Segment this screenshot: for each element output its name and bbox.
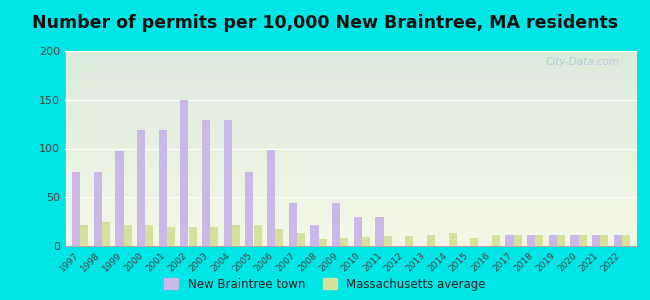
Bar	[427, 235, 435, 246]
Bar	[470, 238, 478, 246]
Bar	[115, 152, 124, 246]
Bar	[614, 235, 622, 246]
Bar	[224, 120, 232, 246]
Bar	[167, 226, 175, 246]
Bar	[318, 239, 327, 246]
Bar	[514, 235, 522, 246]
Bar	[94, 172, 102, 246]
Bar	[549, 235, 557, 246]
Bar	[310, 224, 318, 246]
Bar	[332, 203, 340, 246]
Bar	[137, 130, 145, 246]
Bar	[289, 203, 297, 246]
Bar	[354, 217, 362, 246]
Bar	[72, 172, 80, 246]
Bar	[159, 130, 167, 246]
Text: Number of permits per 10,000 New Braintree, MA residents: Number of permits per 10,000 New Braintr…	[32, 14, 618, 32]
Bar	[527, 235, 535, 246]
Bar	[202, 120, 210, 246]
Bar	[505, 235, 514, 246]
Legend: New Braintree town, Massachusetts average: New Braintree town, Massachusetts averag…	[161, 274, 489, 294]
Bar	[362, 237, 370, 246]
Bar	[124, 224, 132, 246]
Bar	[375, 217, 383, 246]
Bar	[80, 224, 88, 246]
Bar	[570, 235, 578, 246]
Bar	[578, 235, 587, 246]
Bar	[267, 150, 275, 246]
Bar	[210, 226, 218, 246]
Bar	[600, 235, 608, 246]
Bar	[384, 236, 392, 246]
Bar	[448, 233, 457, 246]
Bar	[622, 235, 630, 246]
Bar	[297, 233, 305, 246]
Bar	[245, 172, 254, 246]
Bar	[188, 226, 197, 246]
Text: City-Data.com: City-Data.com	[546, 57, 620, 67]
Bar	[340, 238, 348, 246]
Bar	[492, 235, 500, 246]
Bar	[254, 224, 262, 246]
Bar	[557, 235, 565, 246]
Bar	[145, 224, 153, 246]
Bar	[405, 236, 413, 246]
Bar	[275, 230, 283, 246]
Bar	[180, 100, 188, 246]
Bar	[232, 224, 240, 246]
Bar	[592, 235, 600, 246]
Bar	[102, 222, 110, 246]
Bar	[535, 235, 543, 246]
